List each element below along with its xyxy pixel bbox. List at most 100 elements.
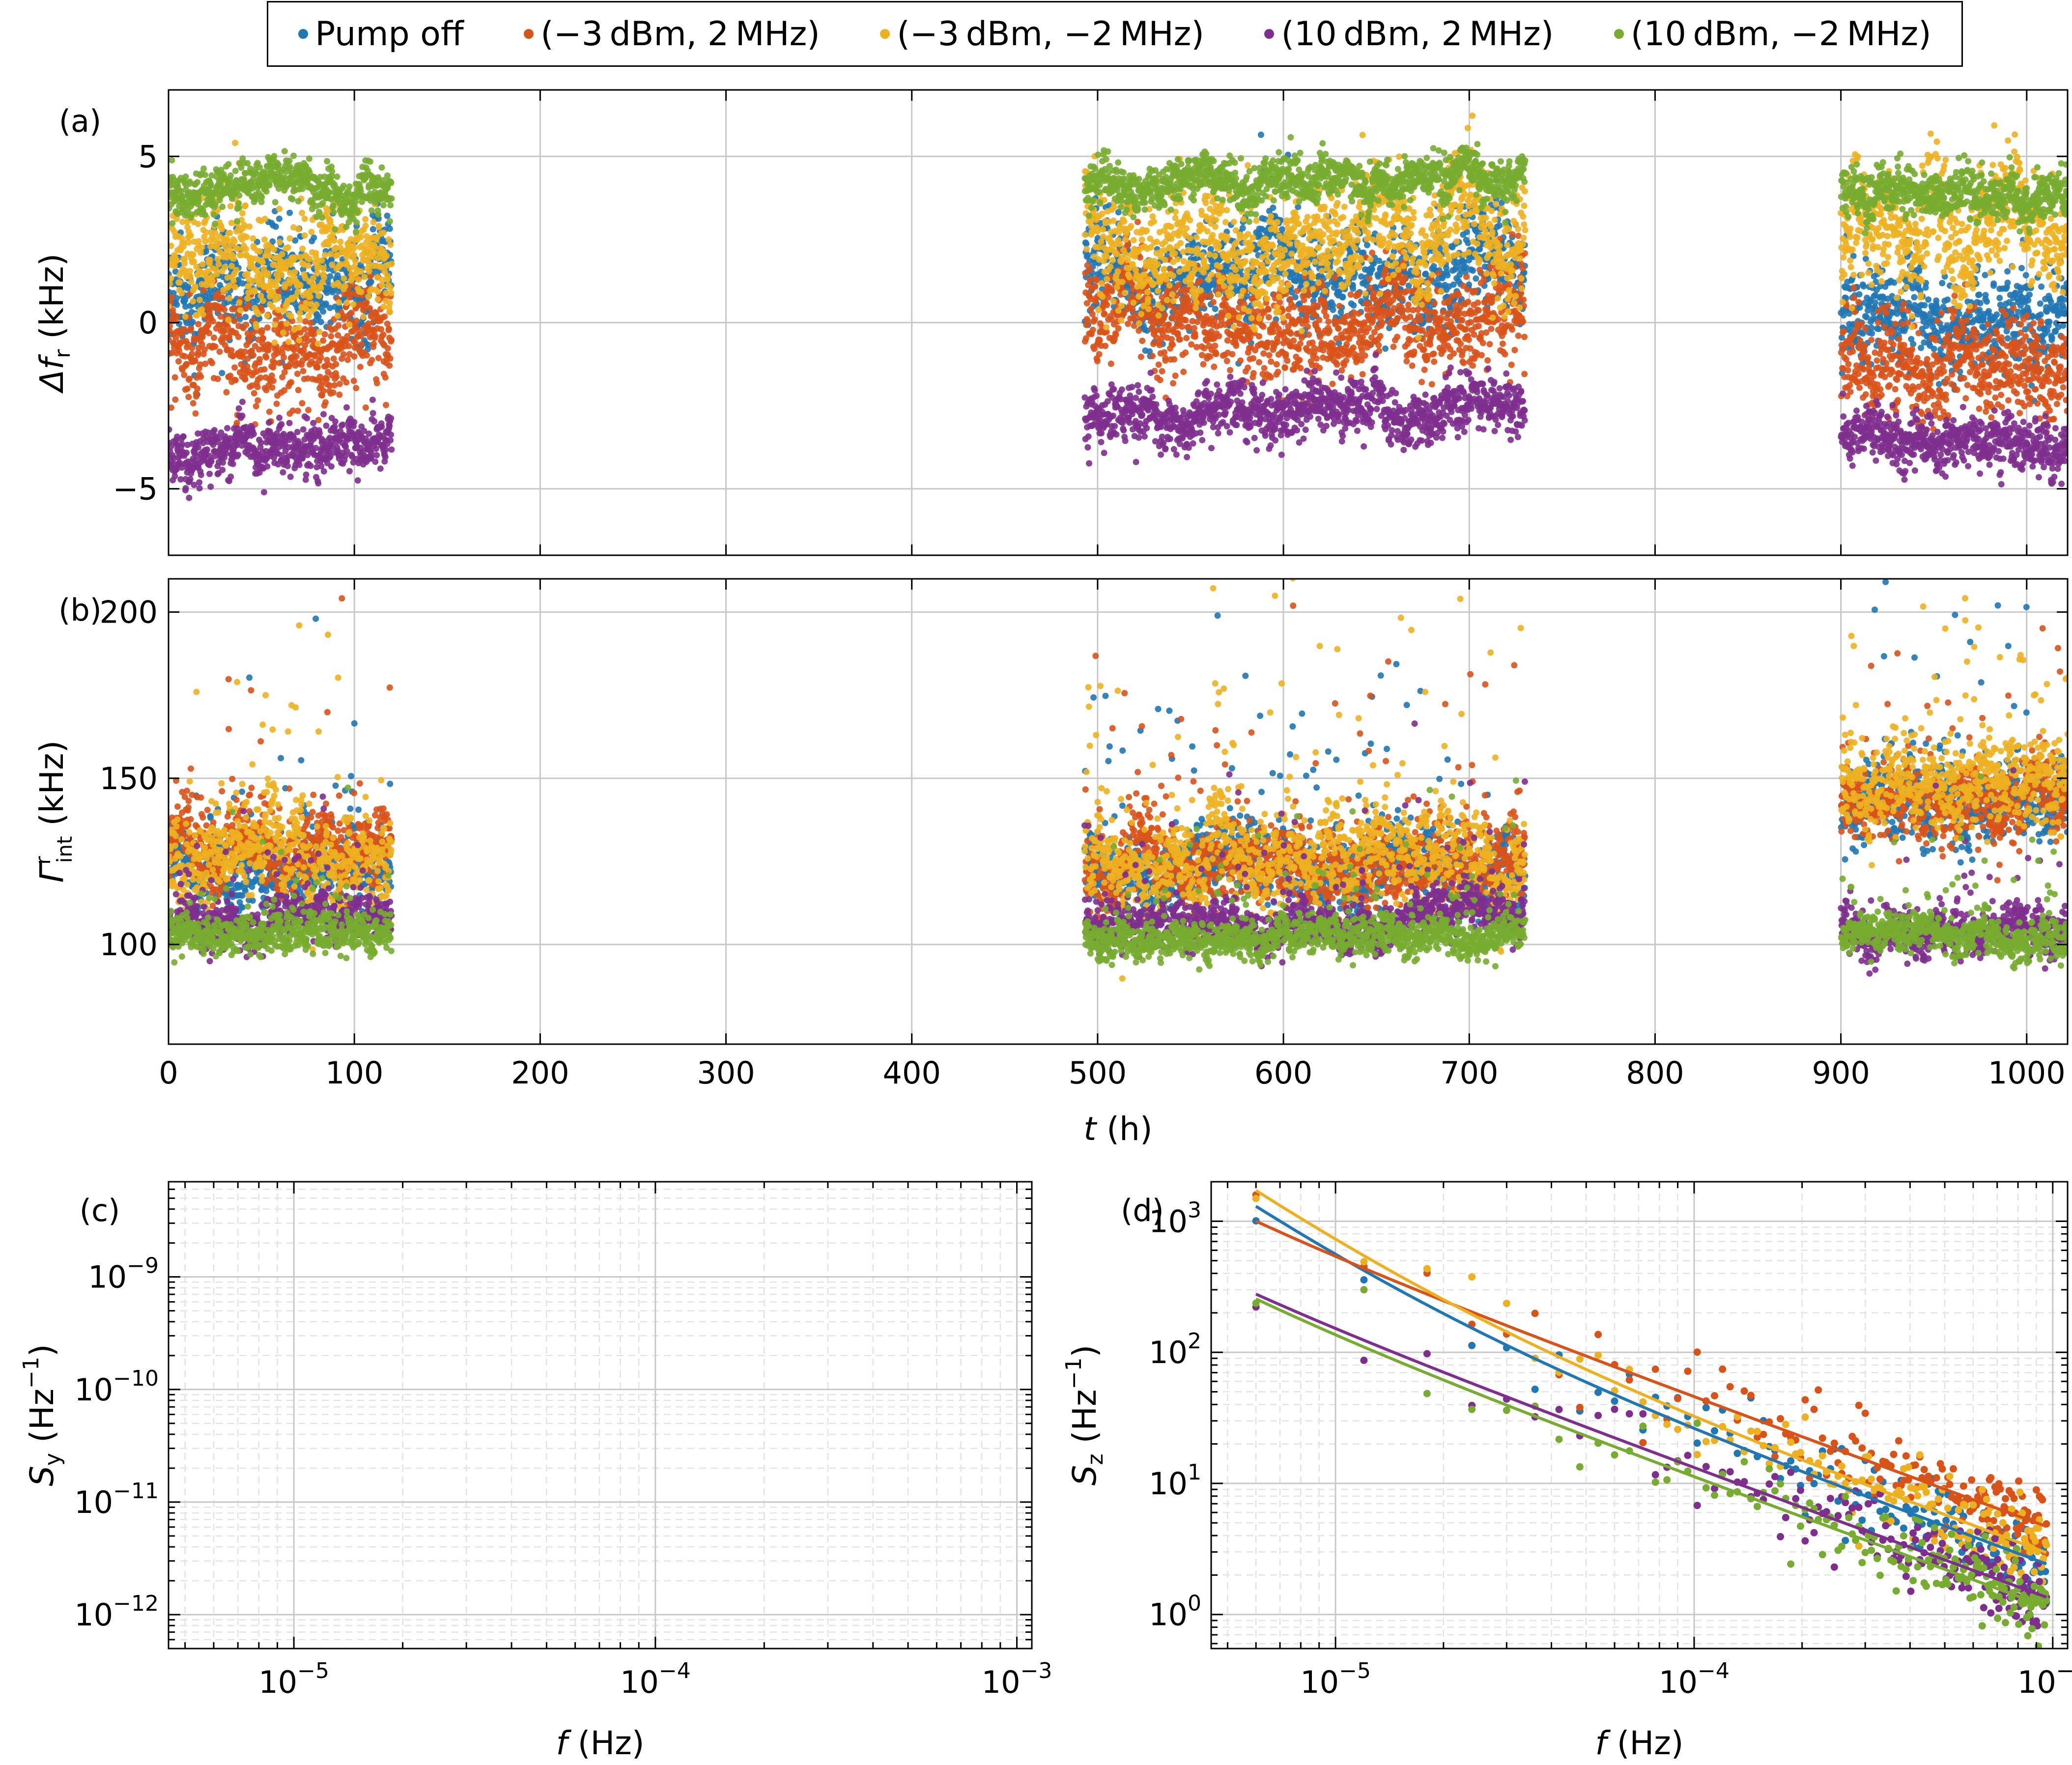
data-point [1960, 324, 1967, 331]
data-point [1347, 291, 1354, 298]
data-point [1382, 345, 1389, 352]
data-point [350, 377, 357, 384]
data-point [2046, 407, 2053, 414]
data-point [365, 342, 371, 348]
data-point [219, 294, 226, 301]
data-point [2025, 388, 2031, 395]
data-point [1407, 337, 1414, 344]
data-point [1430, 350, 1437, 357]
data-point [1105, 294, 1112, 301]
data-point [1266, 352, 1273, 359]
data-point [1335, 325, 1342, 332]
data-point [1486, 341, 1493, 347]
data-point [1132, 312, 1138, 319]
data-point [381, 313, 388, 320]
data-point [1399, 295, 1406, 302]
data-point [189, 344, 196, 351]
data-point [171, 374, 178, 381]
data-point [1886, 382, 1893, 389]
data-point [2057, 363, 2064, 370]
data-point [2061, 296, 2068, 303]
data-point [2005, 397, 2012, 404]
data-point [1875, 326, 1882, 332]
data-point [1998, 392, 2005, 399]
data-point [1484, 357, 1491, 364]
data-point [2038, 283, 2045, 290]
data-point [353, 385, 360, 392]
data-point [182, 303, 189, 310]
data-point [317, 354, 324, 361]
data-point [2063, 280, 2068, 287]
data-point [1509, 231, 1516, 238]
data-point [1480, 276, 1487, 283]
data-point [293, 353, 300, 360]
data-point [225, 316, 232, 323]
data-point [206, 256, 213, 263]
data-point [2026, 355, 2033, 362]
data-point [2038, 320, 2044, 327]
data-point [1298, 334, 1305, 341]
data-point [1925, 296, 1932, 303]
data-point [1401, 274, 1408, 281]
data-point [1943, 396, 1950, 403]
data-point [206, 330, 213, 337]
panel-a: −505(a)Δfr (kHz) [33, 89, 2069, 556]
data-point [1488, 325, 1495, 332]
data-point [1168, 336, 1175, 342]
data-point [1104, 302, 1110, 309]
data-point [259, 335, 266, 342]
data-point [1265, 314, 1272, 321]
data-point [1875, 319, 1882, 326]
data-point [368, 279, 374, 285]
data-point [1520, 296, 1527, 303]
data-point [1895, 397, 1902, 403]
data-point [169, 323, 173, 330]
data-point [1376, 257, 1383, 264]
data-point [1411, 348, 1418, 355]
data-point [330, 389, 337, 396]
data-point [1311, 349, 1318, 356]
data-point [195, 321, 202, 328]
data-point [1207, 353, 1214, 360]
data-point [1968, 355, 1975, 362]
data-point [1196, 278, 1203, 285]
data-point [1405, 301, 1412, 308]
data-point [1862, 391, 1869, 398]
data-point [263, 354, 270, 361]
data-point [202, 361, 209, 367]
data-point [1455, 292, 1462, 299]
data-point [190, 298, 196, 305]
data-point [1091, 316, 1098, 323]
data-point [1260, 350, 1267, 357]
data-point [2063, 368, 2068, 374]
data-points [169, 113, 2068, 501]
data-point [251, 390, 257, 397]
data-point [1250, 370, 1257, 376]
data-point [1979, 361, 1986, 368]
data-point [1162, 355, 1169, 362]
data-point [352, 340, 359, 346]
data-point [320, 308, 327, 315]
data-point [375, 355, 382, 362]
data-point [269, 384, 276, 391]
data-point [1949, 371, 1955, 378]
data-point [1339, 293, 1346, 300]
data-point [1156, 342, 1163, 348]
data-point [1939, 280, 1946, 286]
data-point [1191, 325, 1197, 332]
data-point [305, 407, 312, 413]
data-point [1212, 342, 1219, 349]
data-point [2011, 317, 2018, 324]
data-point [1417, 316, 1424, 323]
data-point [1390, 343, 1397, 350]
data-point [1101, 311, 1108, 317]
data-point [2045, 378, 2052, 385]
data-point [185, 394, 192, 400]
data-point [380, 331, 387, 338]
data-point [1479, 340, 1486, 346]
data-point [2023, 312, 2030, 319]
data-point [1270, 204, 1277, 211]
data-point [1330, 307, 1336, 313]
data-point [1284, 357, 1291, 364]
data-point [281, 354, 287, 361]
